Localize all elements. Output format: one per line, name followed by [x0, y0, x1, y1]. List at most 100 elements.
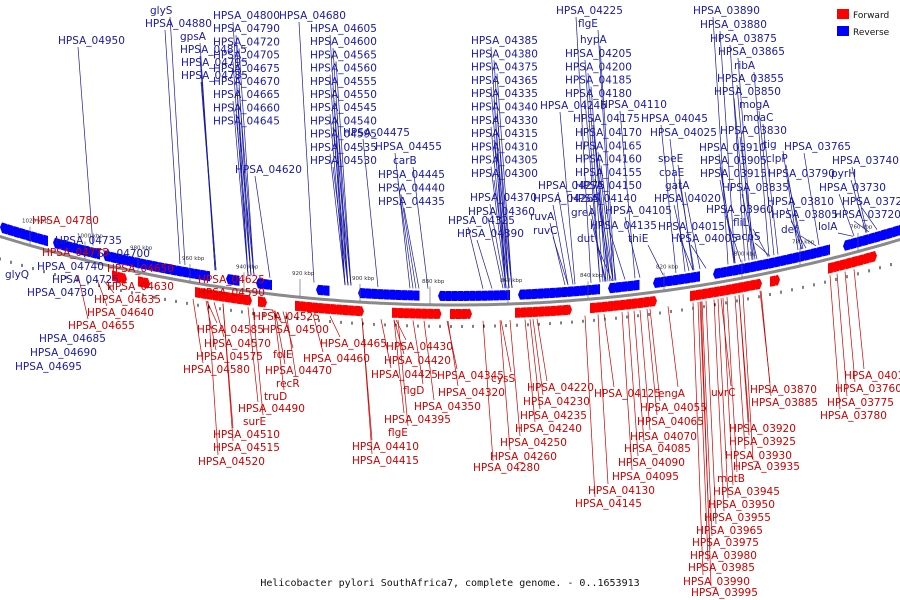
- reverse-gene-feature: [897, 224, 900, 236]
- reverse-gene-label: HPSA_04645: [213, 116, 280, 128]
- reverse-gene-feature: [456, 291, 464, 301]
- reverse-gene-feature: [53, 237, 61, 250]
- connector-line: [335, 100, 352, 286]
- reverse-gene-label: mogA: [739, 99, 770, 111]
- forward-gene-feature: [404, 308, 412, 319]
- reverse-gene-label: HPSA_04310: [471, 141, 538, 153]
- reverse-gene-feature: [737, 263, 745, 275]
- reverse-gene-feature: [827, 244, 830, 255]
- connector-line: [760, 290, 772, 397]
- reverse-gene-feature: [566, 286, 574, 297]
- forward-gene-feature: [515, 307, 523, 318]
- connector-line: [247, 307, 259, 403]
- reverse-gene-label: HPSA_04740: [37, 261, 104, 273]
- connector-line: [232, 101, 249, 275]
- reverse-gene-feature: [322, 285, 330, 296]
- reverse-gene-label: HPSA_03790: [768, 168, 835, 180]
- reverse-gene-feature: [232, 275, 240, 286]
- reverse-gene-feature: [614, 281, 622, 293]
- reverse-gene-feature: [226, 274, 234, 285]
- reverse-gene-label: HPSA_04265: [533, 193, 600, 205]
- reverse-gene-feature: [767, 257, 775, 269]
- connector-line: [647, 244, 664, 275]
- forward-gene-label: HPSA_04395: [384, 414, 451, 426]
- forward-gene-feature: [569, 304, 572, 315]
- reverse-gene-label: carB: [393, 155, 417, 167]
- reverse-gene-label: HPSA_04950: [58, 35, 125, 47]
- reverse-gene-label: HPSA_04475: [343, 127, 410, 139]
- forward-gene-label: HPSA_04590: [198, 287, 265, 299]
- reverse-gene-label: greA: [571, 207, 596, 219]
- connector-line: [720, 298, 732, 387]
- connector-line: [717, 298, 729, 499]
- reverse-gene-feature: [169, 264, 177, 276]
- forward-gene-feature: [138, 276, 146, 288]
- reverse-gene-feature: [95, 248, 100, 260]
- reverse-gene-feature: [891, 225, 899, 238]
- reverse-gene-feature: [187, 267, 195, 279]
- reverse-gene-feature: [725, 265, 733, 277]
- reverse-gene-label: ruvC: [533, 225, 558, 237]
- reverse-gene-label: HPSA_03915: [700, 168, 767, 180]
- reverse-gene-label: HPSA_04005: [671, 233, 738, 245]
- reverse-gene-feature: [262, 279, 270, 290]
- forward-gene-feature: [828, 262, 836, 274]
- forward-gene-label: HPSA_03925: [729, 436, 796, 448]
- reverse-gene-feature: [779, 254, 787, 267]
- connector-line: [584, 315, 596, 498]
- forward-gene-feature: [319, 303, 327, 314]
- legend-reverse-swatch: [837, 26, 849, 36]
- reverse-gene-feature: [572, 285, 580, 297]
- reverse-gene-feature: [400, 290, 408, 301]
- connector-line: [575, 16, 592, 283]
- tick-label: 860 kbp: [500, 278, 523, 284]
- connector-line: [549, 222, 566, 286]
- connector-line: [722, 297, 734, 486]
- connector-line: [238, 127, 255, 276]
- connector-line: [493, 179, 510, 289]
- reverse-gene-feature: [867, 232, 875, 245]
- forward-gene-label: HPSA_04230: [523, 396, 590, 408]
- reverse-gene-feature: [18, 227, 26, 240]
- reverse-gene-feature: [719, 266, 727, 278]
- forward-gene-feature: [225, 291, 233, 303]
- forward-gene-label: HPSA_04240: [515, 423, 582, 435]
- forward-gene-feature: [596, 302, 604, 313]
- reverse-gene-feature: [731, 264, 739, 276]
- reverse-gene-label: HPSA_03835: [722, 182, 789, 194]
- connector-line: [700, 301, 712, 587]
- forward-gene-label: HPSA_03980: [690, 550, 757, 562]
- connector-line: [394, 152, 411, 289]
- reverse-gene-feature: [873, 230, 881, 243]
- reverse-gene-label: acpS: [735, 231, 761, 243]
- reverse-gene-feature: [590, 284, 598, 295]
- connector-line: [380, 319, 392, 369]
- reverse-gene-feature: [115, 253, 123, 265]
- connector-line: [590, 218, 607, 282]
- reverse-gene-feature: [412, 290, 420, 301]
- connector-line: [733, 97, 750, 261]
- forward-gene-label: HPSA_04280: [473, 462, 540, 474]
- reverse-gene-label: HPSA_04675: [213, 63, 280, 75]
- forward-gene-label: HPSA_03990: [683, 576, 750, 588]
- reverse-gene-feature: [450, 291, 458, 301]
- reverse-gene-feature: [77, 244, 85, 256]
- connector-line: [524, 319, 536, 423]
- connector-line: [274, 310, 286, 365]
- forward-gene-feature: [307, 301, 315, 313]
- forward-gene-feature: [313, 302, 321, 313]
- forward-gene-feature: [638, 297, 646, 309]
- forward-gene-label: HPSA_03955: [704, 512, 771, 524]
- connector-line: [678, 178, 695, 271]
- connector-line: [285, 311, 297, 378]
- reverse-gene-label: flgE: [578, 18, 598, 30]
- legend-forward-swatch: [837, 9, 849, 19]
- forward-gene-label: HPSA_04490: [238, 403, 305, 415]
- reverse-gene-label: HPSA_04150: [575, 180, 642, 192]
- connector-line: [282, 311, 294, 349]
- forward-gene-feature: [195, 287, 203, 299]
- connector-line: [609, 231, 626, 280]
- connector-line: [332, 127, 349, 286]
- reverse-gene-feature: [181, 266, 189, 278]
